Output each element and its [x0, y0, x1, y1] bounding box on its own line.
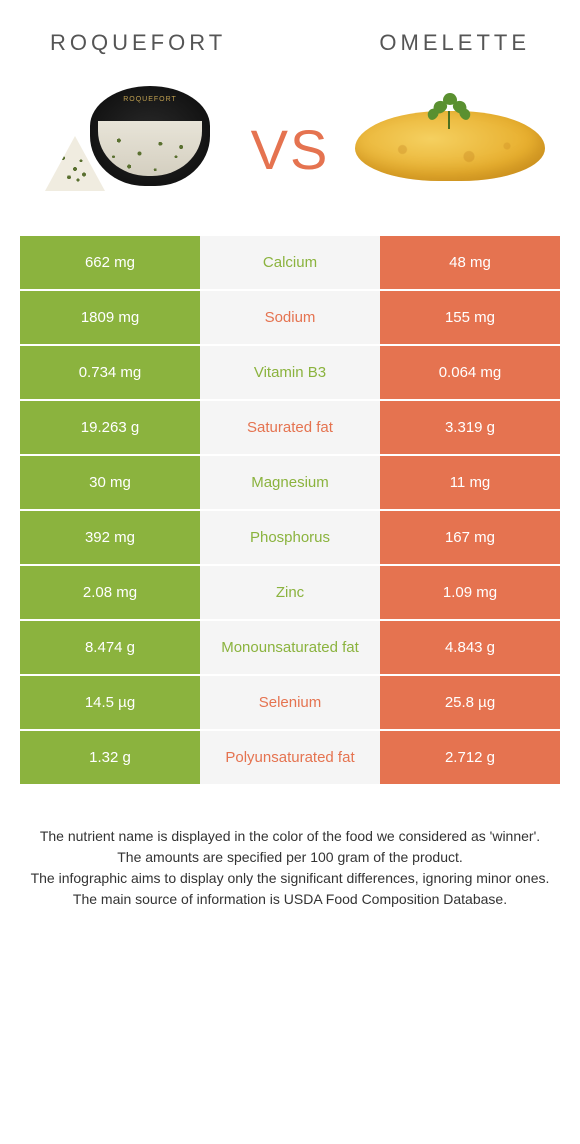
right-food-title: Omelette — [379, 30, 530, 56]
table-row: 1.32 gPolyunsaturated fat2.712 g — [20, 731, 560, 786]
nutrient-table: 662 mgCalcium48 mg1809 mgSodium155 mg0.7… — [20, 236, 560, 786]
table-row: 662 mgCalcium48 mg — [20, 236, 560, 291]
right-value: 25.8 µg — [380, 676, 560, 731]
right-value: 0.064 mg — [380, 346, 560, 401]
nutrient-label: Zinc — [200, 566, 380, 621]
right-value: 1.09 mg — [380, 566, 560, 621]
footer-line: The infographic aims to display only the… — [30, 868, 550, 889]
left-value: 1809 mg — [20, 291, 200, 346]
table-row: 8.474 gMonounsaturated fat4.843 g — [20, 621, 560, 676]
footer-line: The amounts are specified per 100 gram o… — [30, 847, 550, 868]
left-food-title: Roquefort — [50, 30, 226, 56]
omelette-image — [350, 76, 550, 206]
header: Roquefort Omelette — [20, 20, 560, 76]
footer-notes: The nutrient name is displayed in the co… — [20, 786, 560, 910]
nutrient-label: Magnesium — [200, 456, 380, 511]
left-value: 30 mg — [20, 456, 200, 511]
left-value: 14.5 µg — [20, 676, 200, 731]
left-value: 1.32 g — [20, 731, 200, 786]
right-value: 2.712 g — [380, 731, 560, 786]
table-row: 14.5 µgSelenium25.8 µg — [20, 676, 560, 731]
left-value: 19.263 g — [20, 401, 200, 456]
left-value: 8.474 g — [20, 621, 200, 676]
left-value: 2.08 mg — [20, 566, 200, 621]
images-row: VS — [20, 76, 560, 236]
table-row: 2.08 mgZinc1.09 mg — [20, 566, 560, 621]
right-value: 167 mg — [380, 511, 560, 566]
table-row: 0.734 mgVitamin B30.064 mg — [20, 346, 560, 401]
nutrient-label: Selenium — [200, 676, 380, 731]
nutrient-label: Vitamin B3 — [200, 346, 380, 401]
right-value: 4.843 g — [380, 621, 560, 676]
nutrient-label: Phosphorus — [200, 511, 380, 566]
table-row: 1809 mgSodium155 mg — [20, 291, 560, 346]
nutrient-label: Calcium — [200, 236, 380, 291]
nutrient-label: Saturated fat — [200, 401, 380, 456]
left-value: 0.734 mg — [20, 346, 200, 401]
left-value: 662 mg — [20, 236, 200, 291]
nutrient-label: Sodium — [200, 291, 380, 346]
right-value: 11 mg — [380, 456, 560, 511]
table-row: 392 mgPhosphorus167 mg — [20, 511, 560, 566]
footer-line: The nutrient name is displayed in the co… — [30, 826, 550, 847]
nutrient-label: Monounsaturated fat — [200, 621, 380, 676]
vs-label: VS — [251, 117, 330, 182]
table-row: 30 mgMagnesium11 mg — [20, 456, 560, 511]
right-value: 3.319 g — [380, 401, 560, 456]
roquefort-image — [30, 76, 230, 206]
footer-line: The main source of information is USDA F… — [30, 889, 550, 910]
nutrient-label: Polyunsaturated fat — [200, 731, 380, 786]
table-row: 19.263 gSaturated fat3.319 g — [20, 401, 560, 456]
right-value: 48 mg — [380, 236, 560, 291]
left-value: 392 mg — [20, 511, 200, 566]
right-value: 155 mg — [380, 291, 560, 346]
